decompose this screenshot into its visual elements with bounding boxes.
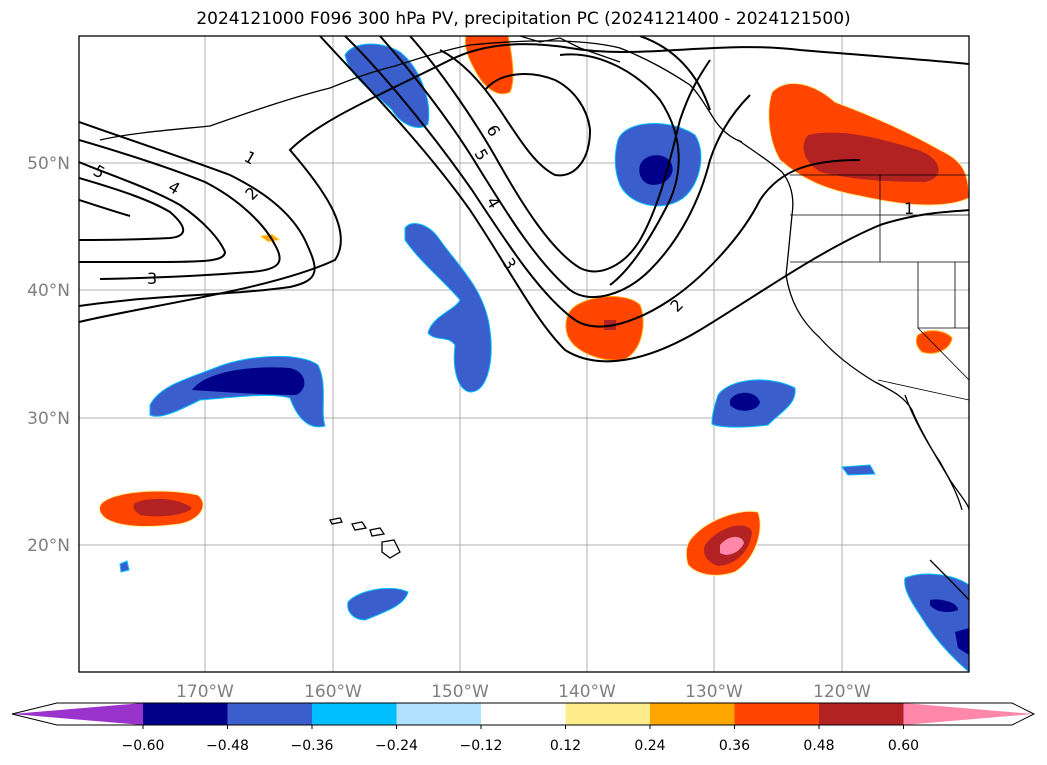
colorbar-tick-labels: −0.60 −0.48 −0.36 −0.24 −0.12 0.12 0.24 0.36 0.4… [122, 725, 919, 754]
map-title: 2024121000 F096 300 hPa PV, precipitatio… [196, 9, 851, 29]
colorbar-segment [481, 703, 566, 725]
pv-contour-trough-4 [379, 36, 751, 299]
colorbar-segment [396, 703, 482, 725]
pv-label: 3 [147, 269, 157, 288]
precip-neg-baja-core [930, 599, 969, 655]
coast-baja [904, 394, 963, 511]
lon-label-120w: 120°W [813, 682, 871, 702]
lat-label-50n: 50°N [27, 154, 70, 174]
lat-label-30n: 30°N [27, 409, 70, 429]
pv-contour-2 [79, 139, 281, 280]
colorbar-segment [819, 703, 904, 725]
precip-neg-west-pacific-core [192, 367, 305, 395]
coast-mexico [929, 559, 969, 601]
lat-label-40n: 40°N [27, 281, 70, 301]
pv-contour-3 [79, 161, 227, 264]
precip-pos-subtropical-peak [720, 536, 744, 555]
pv-contour-trough-2 [319, 36, 969, 363]
lon-label-140w: 140°W [558, 682, 616, 702]
precip-neg-baja [904, 573, 969, 672]
lon-label-130w: 130°W [685, 682, 743, 702]
graticule [79, 36, 969, 672]
political-borders [790, 174, 969, 401]
colorbar-tick-label: 0.12 [550, 738, 581, 754]
precip-pos-hawaii-west-core [133, 498, 192, 517]
colorbar-extend-high [903, 703, 1034, 725]
map-panel: 1 2 3 4 5 6 2 3 4 5 1 [79, 36, 969, 672]
map-frame [78, 35, 970, 673]
colorbar-tick-label: −0.24 [375, 738, 418, 754]
coast-hawaii-2 [351, 521, 368, 531]
negative-precip-areas [119, 43, 969, 672]
coast-bc-island [737, 139, 794, 216]
pv-contour-trough-3 [344, 36, 861, 328]
colorbar-segment [227, 703, 313, 725]
coast-alaska-north [519, 36, 621, 63]
colorbar-tick-label: 0.36 [719, 738, 750, 754]
pv-contours [79, 36, 969, 363]
colorbar-tick-label: 0.60 [888, 738, 919, 754]
colorbar-tick-label: 0.24 [634, 738, 665, 754]
coast-hawaii-1 [329, 517, 343, 525]
pv-contour-outer-ridge [79, 43, 969, 323]
colorbar-tick-label: −0.12 [460, 738, 503, 754]
lon-labels: 170°W 160°W 150°W 140°W 130°W 120°W [176, 682, 871, 702]
colorbar-segment [143, 703, 228, 725]
precip-pos-nevada [915, 330, 953, 354]
colorbar-tick-label: −0.60 [122, 738, 165, 754]
colorbar-segment [650, 703, 735, 725]
coast-alaska-peninsula [99, 44, 471, 141]
coast-alaska-south [469, 40, 743, 143]
border-us-mexico [877, 379, 969, 401]
precip-neg-central-pacific [404, 223, 492, 393]
colorbar-tick-label: 0.48 [803, 738, 834, 754]
pv-contour-east-ridge [559, 53, 680, 286]
precip-neg-northeast-pacific-core [730, 392, 760, 411]
colorbar-segments [12, 703, 1034, 725]
colorbar-segment [734, 703, 820, 725]
pv-contour-trough-6 [439, 49, 592, 177]
lat-label-20n: 20°N [27, 536, 70, 556]
pv-contour-5 [79, 199, 131, 217]
pv-contour-east-ridge-2 [639, 36, 711, 111]
pv-contour-1 [79, 121, 316, 307]
lat-labels: 50°N 40°N 30°N 20°N [27, 154, 70, 556]
colorbar: −0.60 −0.48 −0.36 −0.24 −0.12 0.12 0.24 0.36 0.4… [11, 702, 1036, 754]
coast-hawaii-3 [369, 527, 386, 537]
precip-neg-small-2 [119, 560, 130, 573]
precip-neg-small-1 [841, 464, 876, 476]
lon-label-160w: 160°W [304, 682, 362, 702]
precip-pos-pacific-northwest-core [803, 132, 939, 182]
lon-label-170w: 170°W [176, 682, 234, 702]
colorbar-extend-low [12, 703, 143, 725]
pv-contour-trough-5 [409, 36, 711, 273]
pv-label: 1 [904, 199, 914, 218]
coast-hawaii-big [381, 539, 401, 559]
colorbar-segment [565, 703, 651, 725]
lon-label-150w: 150°W [431, 682, 489, 702]
colorbar-tick-label: −0.36 [291, 738, 334, 754]
pv-contour-4 [79, 177, 185, 241]
colorbar-segment [312, 703, 397, 725]
precip-neg-south-hawaii [347, 587, 409, 621]
colorbar-tick-label: −0.48 [206, 738, 249, 754]
colorbar-outline [11, 702, 1036, 726]
